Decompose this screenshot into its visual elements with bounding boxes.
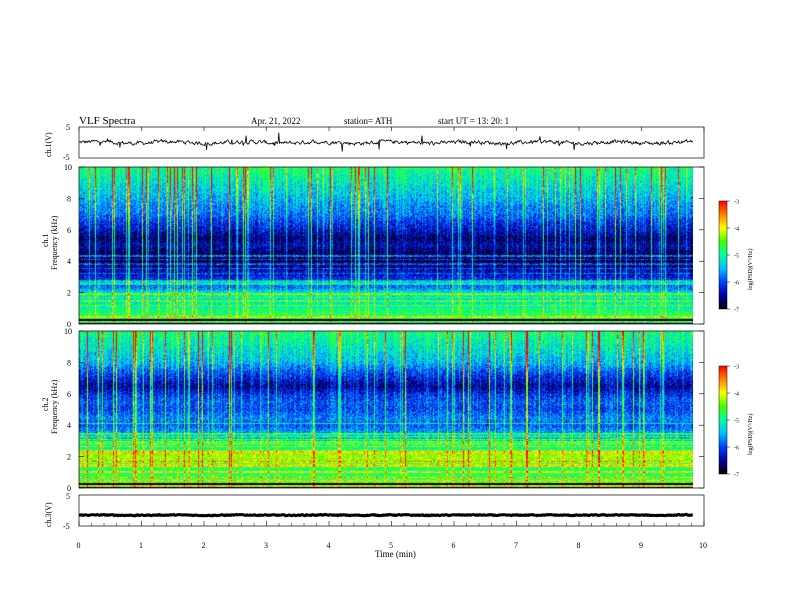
ch1-waveform-ylabel: ch.1(V) [44, 132, 53, 157]
ch2-colorbar-tick-label-0: -3 [734, 365, 739, 371]
ch2-spectrogram-ylabel: Frequency (kHz) [50, 379, 59, 434]
ch3-ytick-bottom: -5 [63, 522, 70, 531]
ch2-ytick-label-4: 8 [67, 358, 71, 367]
ch2-ytick-label-3: 6 [67, 390, 71, 399]
ch1-ytick-label-1: 2 [67, 289, 71, 298]
ch1-colorbar-tick-label-3: -6 [734, 281, 739, 287]
x-axis: 0 1 2 3 4 5 6 7 8 9 10 [77, 127, 707, 550]
ch3-waveform-ylabel: ch.3(V) [44, 502, 53, 527]
ch1-colorbar-tick-label-1: -4 [734, 227, 739, 233]
ch3-ytick-top: 5 [66, 492, 70, 501]
ch2-spectrogram-frame [78, 330, 705, 489]
x-tick-label-2: 2 [202, 541, 206, 550]
ch1-spectrogram-panel: 0 2 4 6 8 10 ch.1 Frequency (kHz) [41, 163, 705, 329]
ch1-ytick-label-0: 0 [67, 320, 71, 329]
ch2-colorbar-tick-label-1: -4 [734, 392, 739, 398]
ch2-ytick-label-5: 10 [64, 327, 72, 336]
ch2-ytick-label-0: 0 [67, 484, 71, 493]
x-axis-label: Time (min) [375, 549, 416, 559]
ch2-colorbar-tick-label-3: -6 [734, 446, 739, 452]
ch1-spectrogram-ylabel-ch: ch.1 [41, 233, 50, 247]
ch2-colorbar-tick-label-2: -5 [734, 419, 739, 425]
x-tick-label-3: 3 [264, 541, 268, 550]
ch1-spectrogram-frame [78, 166, 705, 325]
ch2-ytick-label-2: 4 [67, 421, 71, 430]
ch1-ytick-label-4: 8 [67, 194, 71, 203]
ch1-colorbar: -3 -4 -5 -6 -7 log(PSD)(V²/Hz) [718, 200, 754, 314]
ch2-colorbar-label: log(PSD)(V²/Hz) [747, 414, 754, 455]
ch1-spectrogram-ylabel: Frequency (kHz) [50, 215, 59, 270]
figure-title: VLF Spectra [79, 115, 136, 127]
ch1-waveform-trace [78, 132, 694, 152]
ch2-spectrogram-image [79, 331, 693, 488]
ch2-colorbar: -3 -4 -5 -6 -7 log(PSD)(V²/Hz) [718, 365, 754, 479]
x-tick-label-10: 10 [699, 541, 707, 550]
ch2-spectrogram-panel: 0 2 4 6 8 10 ch.2 Frequency (kHz) [41, 327, 705, 493]
ch1-ytick-top: 5 [66, 123, 70, 132]
ch1-colorbar-tick-label-2: -5 [734, 254, 739, 260]
x-tick-label-5: 5 [389, 541, 393, 550]
x-tick-label-6: 6 [452, 541, 456, 550]
x-tick-label-8: 8 [577, 541, 581, 550]
x-tick-label-7: 7 [514, 541, 518, 550]
ch1-colorbar-tick-label-4: -7 [734, 308, 739, 314]
ch1-colorbar-bar [718, 200, 728, 310]
x-tick-label-0: 0 [77, 541, 81, 550]
ch2-ytick-label-1: 2 [67, 453, 71, 462]
ch2-spectrogram-ylabel-ch: ch.2 [41, 397, 50, 411]
x-tick-label-4: 4 [327, 541, 331, 550]
ch1-colorbar-label: log(PSD)(V²/Hz) [747, 249, 754, 290]
ch1-spectrogram-image [79, 167, 693, 324]
x-tick-label-9: 9 [639, 541, 643, 550]
ch3-waveform-trace [79, 512, 694, 518]
station-label: station= ATH [344, 116, 393, 126]
ch1-ytick-label-5: 10 [64, 163, 72, 172]
ch1-waveform-panel: 5 -5 ch.1(V) [44, 123, 705, 162]
x-tick-label-1: 1 [139, 541, 143, 550]
ch2-colorbar-tick-label-4: -7 [734, 473, 739, 479]
ch1-ytick-bottom: -5 [63, 153, 70, 162]
ch1-ytick-label-2: 4 [67, 257, 71, 266]
ch1-colorbar-tick-label-0: -3 [734, 200, 739, 206]
ch3-waveform-panel: 5 -5 ch.3(V) [44, 492, 705, 531]
ch1-ytick-label-3: 6 [67, 226, 71, 235]
start-time-label: start UT = 13: 20: 1 [438, 116, 509, 126]
ch2-colorbar-bar [718, 365, 728, 475]
date-label: Apr. 21, 2022 [251, 116, 301, 126]
